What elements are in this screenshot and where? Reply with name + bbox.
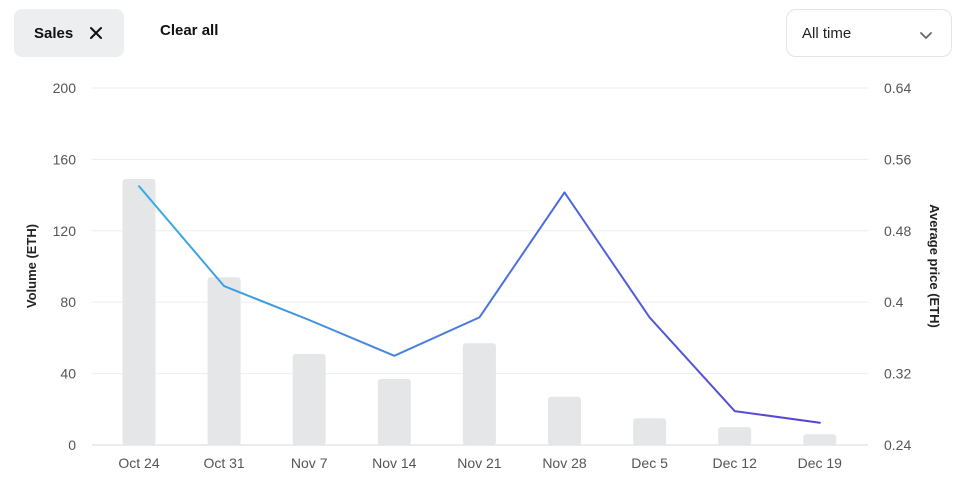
x-tick-label: Oct 24 [118, 455, 159, 471]
volume-bar [292, 353, 326, 445]
x-tick-label: Nov 28 [542, 455, 587, 471]
chevron-down-icon [919, 28, 933, 39]
y2-axis-title: Average price (ETH) [927, 204, 942, 328]
x-tick-label: Oct 31 [203, 455, 244, 471]
y2-tick-label: 0.48 [884, 223, 911, 239]
volume-bar [122, 179, 156, 445]
average-price-line [138, 185, 821, 424]
x-tick-label: Nov 21 [457, 455, 502, 471]
y-tick-label: 0 [68, 437, 76, 453]
volume-bar [803, 434, 837, 445]
x-tick-label: Nov 7 [291, 455, 328, 471]
volume-bar [548, 396, 581, 445]
y2-tick-label: 0.32 [884, 366, 911, 382]
y2-tick-label: 0.64 [884, 80, 911, 96]
sales-filter-label: Sales [34, 24, 74, 42]
x-tick-label: Dec 12 [713, 455, 758, 471]
sales-filter-chip[interactable]: Sales [14, 9, 124, 57]
volume-bar [718, 427, 752, 445]
time-range-value: All time [802, 24, 852, 42]
y-tick-label: 80 [60, 294, 76, 310]
volume-bar [633, 418, 667, 445]
clear-all-button[interactable]: Clear all [160, 22, 219, 39]
y-tick-label: 160 [53, 151, 77, 167]
volume-bar [377, 378, 411, 445]
time-range-select[interactable]: All time [786, 9, 952, 57]
x-tick-label: Dec 19 [798, 455, 843, 471]
y2-tick-label: 0.24 [884, 437, 911, 453]
y2-tick-label: 0.4 [884, 294, 904, 310]
y-tick-label: 200 [53, 80, 77, 96]
y-axis-title: Volume (ETH) [24, 224, 39, 308]
volume-bar [462, 343, 496, 445]
close-icon[interactable] [89, 26, 103, 40]
volume-bar [207, 277, 241, 445]
y-tick-label: 40 [60, 366, 76, 382]
x-tick-label: Nov 14 [372, 455, 417, 471]
y-tick-label: 120 [53, 223, 77, 239]
x-tick-label: Dec 5 [631, 455, 668, 471]
y2-tick-label: 0.56 [884, 151, 911, 167]
